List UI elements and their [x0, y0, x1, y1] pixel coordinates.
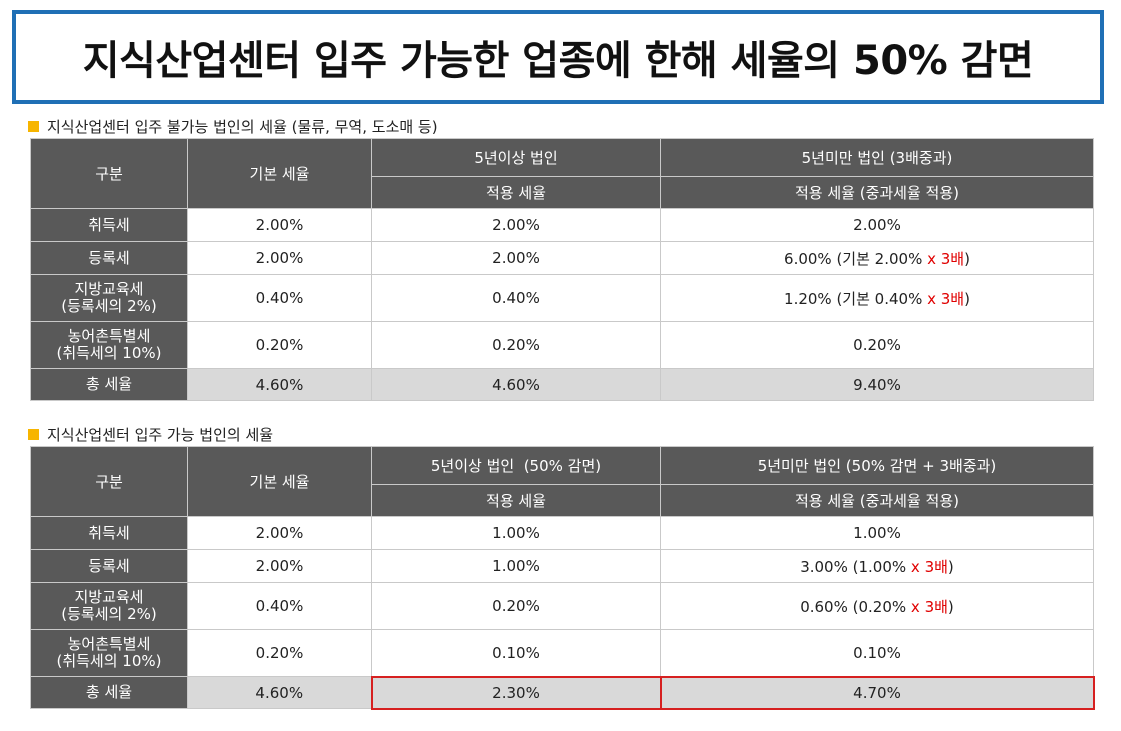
header-group-b-sub: 적용 세율 (중과세율 적용)	[660, 176, 1094, 209]
cell-group-a: 4.60%	[371, 368, 661, 401]
header-group-b: 5년미만 법인 (3배중과)	[660, 138, 1094, 177]
header-group-a-sub: 적용 세율	[371, 176, 661, 209]
cell-text: 1.20% (기본 0.40%	[784, 289, 923, 308]
row-header: 농어촌특별세 (취득세의 10%)	[30, 629, 188, 677]
row-header: 등록세	[30, 241, 188, 275]
close-paren: )	[964, 249, 970, 268]
cell-text: 0.60% (0.20%	[800, 597, 907, 616]
close-paren: )	[964, 289, 970, 308]
cell-text: 3.00% (1.00%	[800, 557, 907, 576]
row-header-line1: 농어촌특별세	[67, 635, 151, 653]
section-label-1: 지식산업센터 입주 불가능 법인의 세율 (물류, 무역, 도소매 등)	[28, 116, 438, 137]
cell-base: 4.60%	[187, 676, 372, 709]
table-row: 등록세 2.00% 1.00% 3.00% (1.00% x 3배)	[30, 549, 1094, 583]
page-title: 지식산업센터 입주 가능한 업종에 한해 세율의 50% 감면	[82, 38, 1034, 84]
table-row: 지방교육세 (등록세의 2%) 0.40% 0.20% 0.60% (0.20% …	[30, 582, 1094, 630]
row-header-line2: (취득세의 10%)	[56, 652, 162, 670]
multiplier-text: x 3배	[910, 597, 948, 616]
multiplier-text: x 3배	[927, 289, 965, 308]
cell-group-b: 3.00% (1.00% x 3배)	[660, 549, 1094, 583]
row-header: 취득세	[30, 516, 188, 550]
cell-group-b: 0.60% (0.20% x 3배)	[660, 582, 1094, 630]
cell-group-b: 1.20% (기본 0.40% x 3배)	[660, 274, 1094, 322]
cell-base: 2.00%	[187, 241, 372, 275]
row-header-line2: (취득세의 10%)	[56, 344, 162, 362]
row-header: 지방교육세 (등록세의 2%)	[30, 274, 188, 322]
section-label-text: 지식산업센터 입주 가능 법인의 세율	[47, 426, 274, 444]
close-paren: )	[947, 557, 954, 576]
cell-base: 2.00%	[187, 549, 372, 583]
cell-group-a: 2.00%	[371, 241, 661, 275]
cell-group-a: 0.40%	[371, 274, 661, 322]
title-box: 지식산업센터 입주 가능한 업종에 한해 세율의 50% 감면	[12, 10, 1104, 104]
table-row: 농어촌특별세 (취득세의 10%) 0.20% 0.20% 0.20%	[30, 321, 1094, 369]
cell-group-a: 0.20%	[371, 582, 661, 630]
total-row: 총 세율 4.60% 2.30% 4.70%	[30, 675, 1095, 710]
table-row: 취득세 2.00% 2.00% 2.00%	[30, 208, 1094, 242]
tax-table-1: 구분 기본 세율 5년이상 법인 5년미만 법인 (3배중과) 적용 세율 적용…	[30, 138, 1094, 401]
cell-group-a: 1.00%	[371, 516, 661, 550]
cell-base: 4.60%	[187, 368, 372, 401]
total-row: 총 세율 4.60% 4.60% 9.40%	[30, 368, 1094, 401]
tax-table-2: 구분 기본 세율 5년이상 법인 (50% 감면) 5년미만 법인 (50% 감…	[30, 446, 1095, 710]
cell-group-b-highlighted: 4.70%	[659, 675, 1095, 710]
cell-group-b: 2.00%	[660, 208, 1094, 242]
cell-group-b: 0.10%	[660, 629, 1094, 677]
bullet-square-icon	[28, 121, 39, 132]
header-group-a: 5년이상 법인 (50% 감면)	[371, 446, 661, 485]
cell-group-a: 0.20%	[371, 321, 661, 369]
header-category: 구분	[30, 446, 188, 517]
cell-base: 0.40%	[187, 582, 372, 630]
header-category: 구분	[30, 138, 188, 209]
cell-group-b: 6.00% (기본 2.00% x 3배)	[660, 241, 1094, 275]
cell-base: 0.40%	[187, 274, 372, 322]
close-paren: )	[947, 597, 954, 616]
section-label-text: 지식산업센터 입주 불가능 법인의 세율 (물류, 무역, 도소매 등)	[47, 118, 438, 136]
multiplier-text: x 3배	[927, 249, 965, 268]
cell-base: 0.20%	[187, 629, 372, 677]
bullet-square-icon	[28, 429, 39, 440]
multiplier-text: x 3배	[910, 557, 948, 576]
cell-base: 2.00%	[187, 516, 372, 550]
table-row: 지방교육세 (등록세의 2%) 0.40% 0.40% 1.20% (기본 0.4…	[30, 274, 1094, 322]
row-header: 지방교육세 (등록세의 2%)	[30, 582, 188, 630]
cell-group-a-highlighted: 2.30%	[370, 675, 662, 710]
cell-base: 2.00%	[187, 208, 372, 242]
header-group-b: 5년미만 법인 (50% 감면 + 3배중과)	[660, 446, 1094, 485]
cell-group-b: 1.00%	[660, 516, 1094, 550]
row-header-line2: (등록세의 2%)	[61, 297, 157, 315]
table-row: 농어촌특별세 (취득세의 10%) 0.20% 0.10% 0.10%	[30, 629, 1094, 677]
header-group-b-sub: 적용 세율 (중과세율 적용)	[660, 484, 1094, 517]
row-header-line2: (등록세의 2%)	[61, 605, 157, 623]
row-header: 총 세율	[30, 368, 188, 401]
header-base-rate: 기본 세율	[187, 138, 372, 209]
cell-text: 6.00% (기본 2.00%	[784, 249, 923, 268]
table-row: 취득세 2.00% 1.00% 1.00%	[30, 516, 1094, 550]
header-group-a: 5년이상 법인	[371, 138, 661, 177]
cell-group-b: 9.40%	[660, 368, 1094, 401]
row-header-line1: 지방교육세	[74, 588, 144, 606]
header-group-a-sub: 적용 세율	[371, 484, 661, 517]
cell-group-b: 0.20%	[660, 321, 1094, 369]
row-header-line1: 지방교육세	[74, 280, 144, 298]
cell-group-a: 1.00%	[371, 549, 661, 583]
row-header-line1: 농어촌특별세	[67, 327, 151, 345]
row-header: 총 세율	[30, 676, 188, 709]
cell-group-a: 2.00%	[371, 208, 661, 242]
row-header: 농어촌특별세 (취득세의 10%)	[30, 321, 188, 369]
section-label-2: 지식산업센터 입주 가능 법인의 세율	[28, 424, 273, 445]
header-base-rate: 기본 세율	[187, 446, 372, 517]
row-header: 취득세	[30, 208, 188, 242]
row-header: 등록세	[30, 549, 188, 583]
cell-base: 0.20%	[187, 321, 372, 369]
cell-group-a: 0.10%	[371, 629, 661, 677]
table-row: 등록세 2.00% 2.00% 6.00% (기본 2.00% x 3배)	[30, 241, 1094, 275]
